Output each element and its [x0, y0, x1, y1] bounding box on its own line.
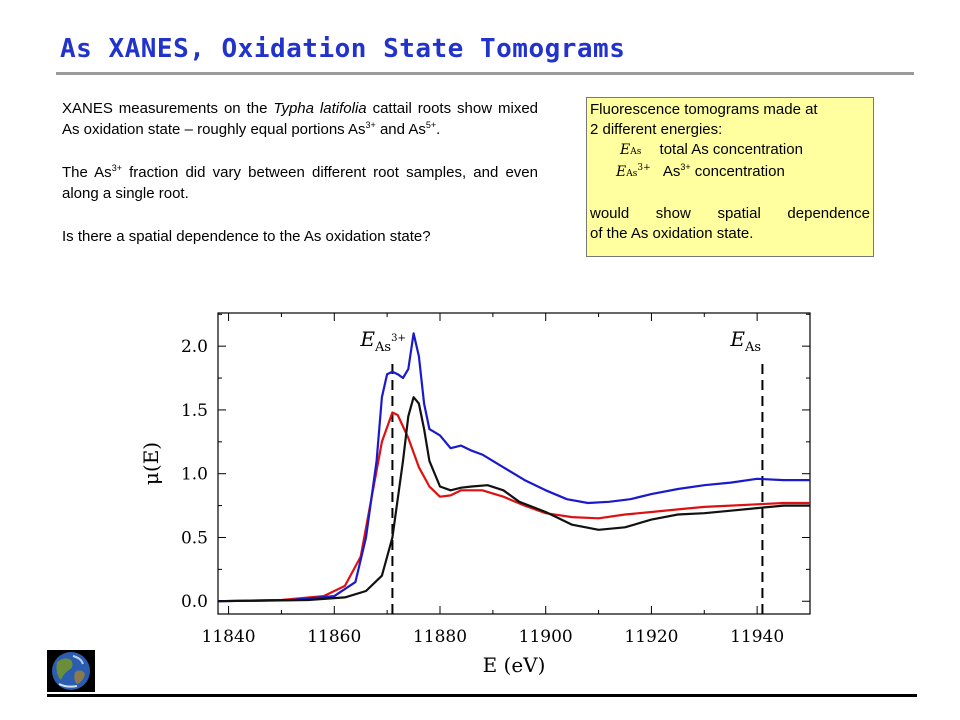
x-tick-label: 11880 — [413, 627, 467, 647]
callout-energy-total: EAs total As concentration — [620, 141, 803, 158]
x-tick-label: 11940 — [730, 627, 784, 647]
callout-line-5: would show spatial dependence — [590, 205, 870, 222]
intro-text-block: XANES measurements on the Typha latifoli… — [62, 98, 538, 269]
intro-paragraph: XANES measurements on the Typha latifoli… — [62, 100, 539, 138]
spectrum-line-1 — [217, 411, 810, 603]
title-divider — [56, 72, 914, 75]
callout-line-1: Fluorescence tomograms made at — [590, 101, 818, 118]
slide-title: As XANES, Oxidation State Tomograms — [60, 34, 626, 64]
energy-marker-label: EAs — [729, 327, 761, 355]
y-tick-label: 0.0 — [181, 592, 208, 612]
y-axis-label: μ(E) — [139, 442, 163, 485]
species-name: Typha latifolia — [273, 100, 367, 117]
callout-line-6: of the As oxidation state. — [590, 225, 754, 242]
y-tick-label: 1.0 — [181, 465, 208, 485]
x-tick-label: 11920 — [624, 627, 678, 647]
energy-marker-label: EAs3+ — [359, 327, 405, 355]
plot-frame — [217, 312, 811, 615]
spectrum-line-2 — [217, 332, 810, 603]
spectrum-line-3 — [217, 396, 810, 603]
question-paragraph: Is there a spatial dependence to the As … — [62, 228, 431, 245]
callout-line-2: 2 different energies: — [590, 121, 723, 138]
x-tick-label: 11860 — [307, 627, 361, 647]
variation-paragraph: The As3+ fraction did vary between diffe… — [62, 163, 538, 203]
callout-energy-as3: EAs3+ As3+ concentration — [616, 162, 785, 181]
tomogram-callout-box: Fluorescence tomograms made at 2 differe… — [586, 97, 874, 257]
x-axis-label: E (eV) — [483, 653, 546, 677]
y-tick-label: 2.0 — [181, 337, 208, 357]
y-tick-label: 1.5 — [181, 401, 208, 421]
x-tick-label: 11840 — [202, 627, 256, 647]
earth-globe-icon — [47, 650, 95, 692]
x-tick-label: 11900 — [519, 627, 573, 647]
y-tick-label: 0.5 — [181, 528, 208, 548]
bottom-divider — [47, 694, 917, 697]
